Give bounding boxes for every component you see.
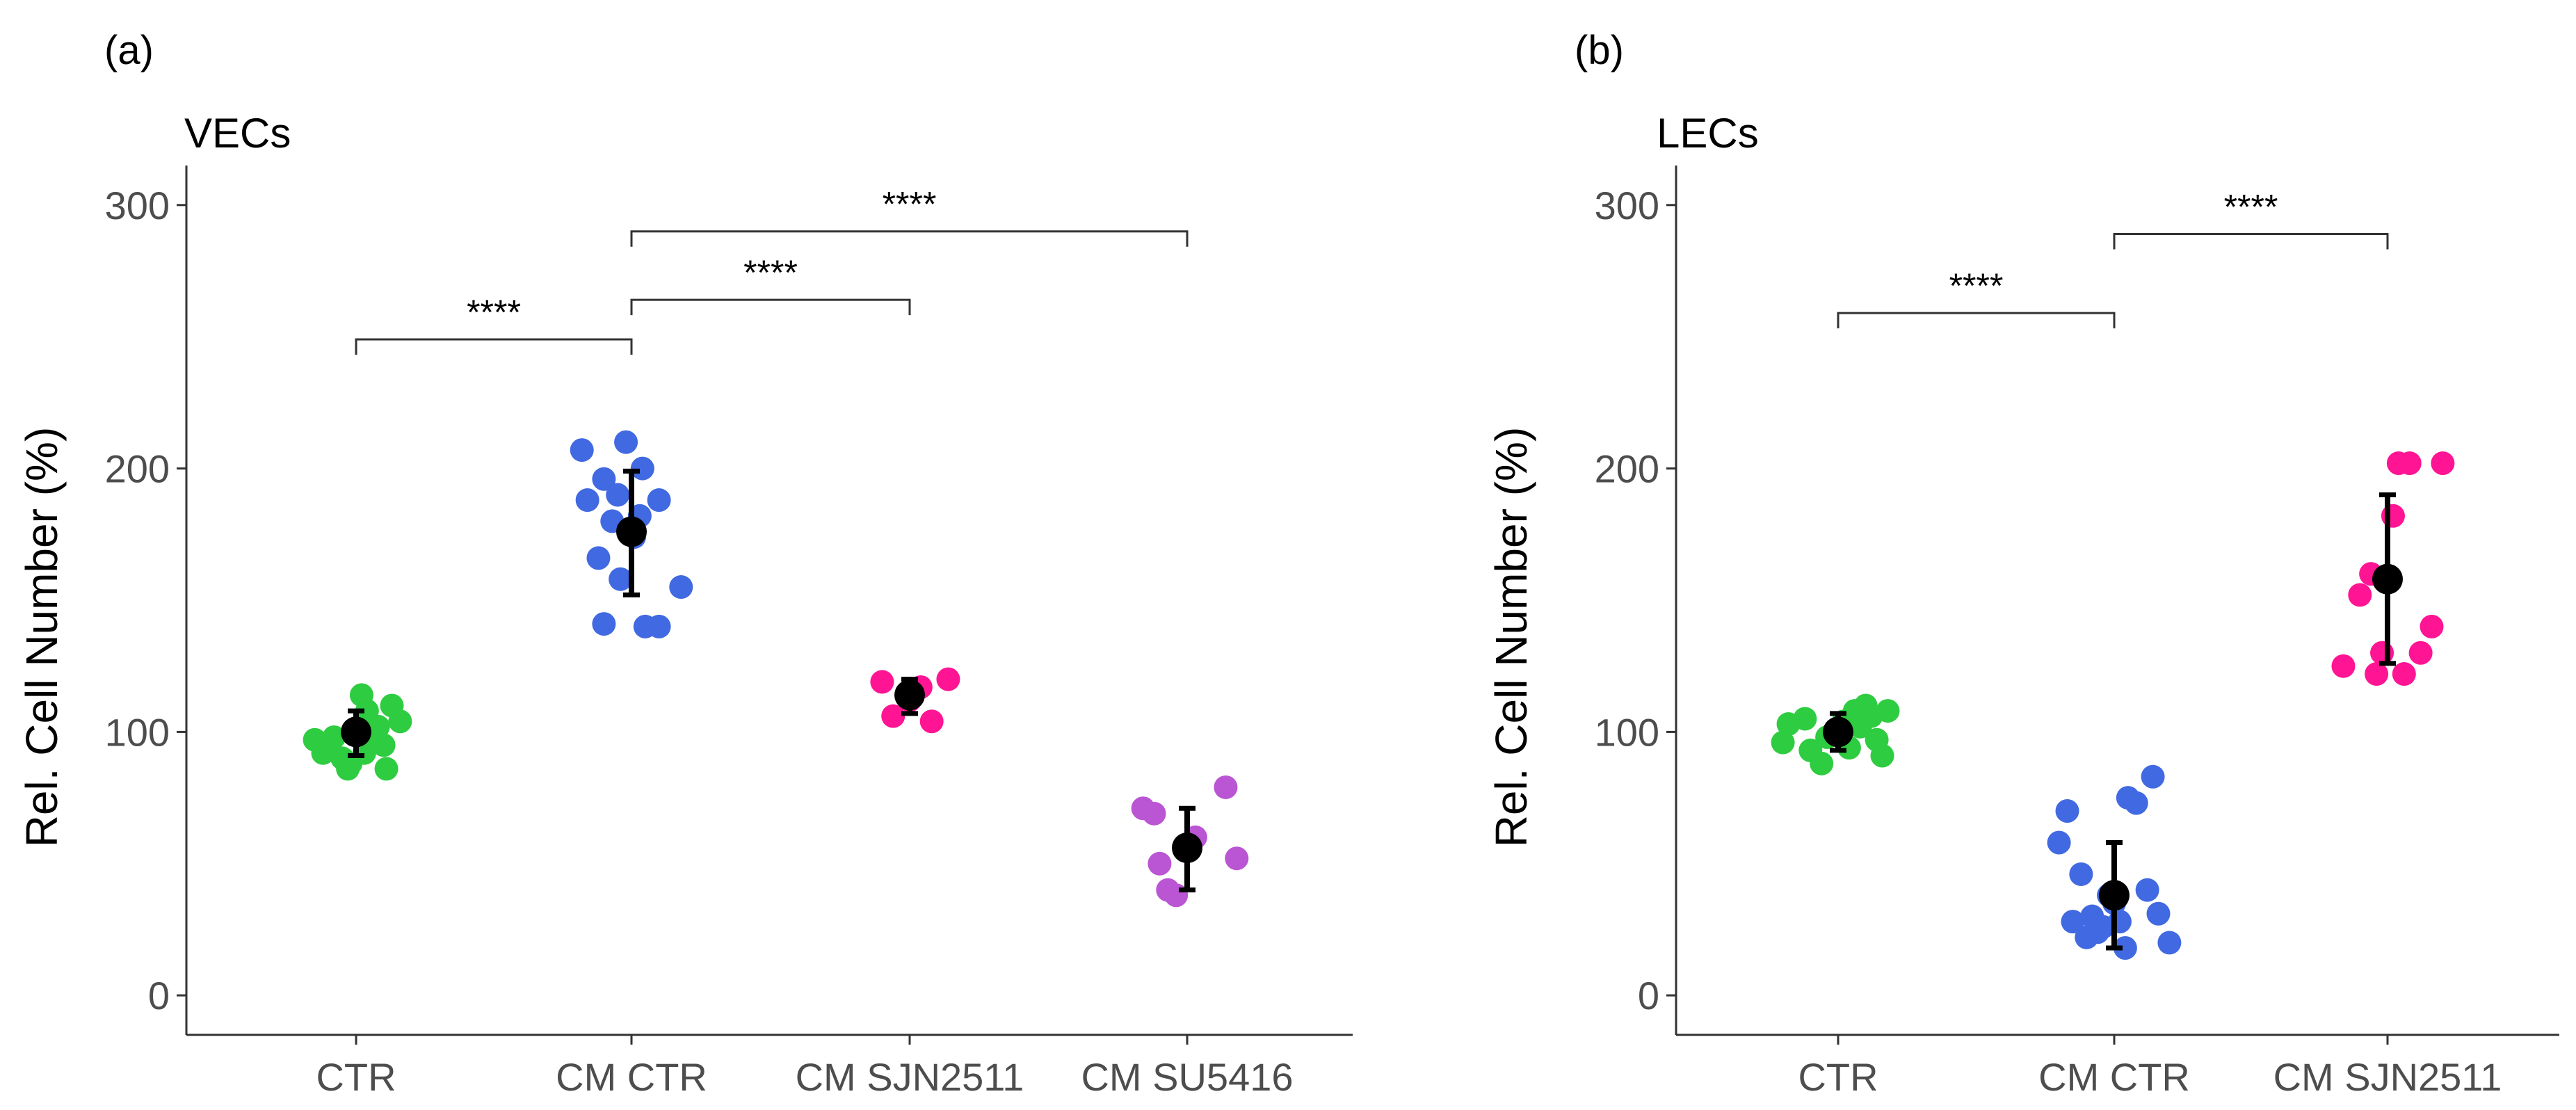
panel-a-data-point — [1142, 801, 1166, 826]
panel-b-data-point — [2431, 451, 2455, 476]
panel-a-data-point — [936, 667, 960, 691]
panel-a-data-point — [388, 709, 412, 734]
panel-a-data-point — [316, 730, 341, 755]
panel-b-data-point — [2146, 901, 2171, 926]
panel-b-data-point — [2365, 662, 2389, 686]
panel-a-data-point — [606, 483, 630, 507]
panel-b-data-point — [2061, 910, 2085, 934]
panel-b-data-point — [2141, 764, 2165, 789]
panel-a-data-point — [1225, 846, 1249, 871]
panel-a-data-point — [592, 612, 616, 636]
panel-a-data-point — [669, 575, 693, 600]
panel-a-significance-bracket — [355, 338, 633, 355]
panel-label-a: (a) — [104, 28, 154, 73]
panel-b-mean-marker — [2099, 880, 2130, 911]
panel-b-data-point — [1771, 730, 1795, 755]
panel-b-data-point — [2124, 791, 2148, 815]
panel-b-data-point — [2331, 654, 2356, 678]
panel-label-b: (b) — [1575, 28, 1624, 73]
panel-a-data-point — [1214, 775, 1238, 799]
panel-b-significance-bracket — [2113, 232, 2389, 250]
panel-a-data-point — [586, 546, 611, 570]
panel-b-y-tick-label: 0 — [1638, 974, 1659, 1018]
panel-a-data-point — [336, 757, 360, 781]
panel-a-data-point — [1148, 851, 1172, 876]
panel-a-data-point — [630, 456, 654, 481]
chart-title-vecs: VECs — [184, 110, 291, 156]
panel-a-y-tick-label: 100 — [105, 710, 170, 754]
panel-b-data-point — [1798, 738, 1823, 762]
panel-b-data-point — [2055, 799, 2079, 823]
panel-b-data-point — [2113, 936, 2137, 960]
panel-a-y-tick-label: 200 — [105, 447, 170, 491]
panel-b-data-point — [2135, 878, 2159, 902]
panel-a-y-tick-label: 300 — [105, 184, 170, 227]
panel-b-data-point — [1876, 699, 1900, 723]
panel-a-data-point — [881, 704, 905, 728]
panel-a-x-tick-label: CM SJN2511 — [796, 1055, 1024, 1099]
panel-b-data-point — [1793, 707, 1817, 731]
panel-b-mean-marker — [2372, 563, 2403, 595]
panel-a-mean-marker — [894, 679, 925, 711]
panel-a-data-point — [366, 714, 390, 739]
y-axis-label-b: Rel. Cell Number (%) — [1486, 427, 1536, 848]
chart-title-lecs: LECs — [1657, 110, 1759, 156]
panel-a-vecs: (a) VECs Rel. Cell Number (%) 0 100 200 300… — [17, 28, 1353, 1099]
panel-b-x-tick-label: CM SJN2511 — [2273, 1055, 2502, 1099]
panel-a-data-point — [609, 567, 633, 591]
panel-b-significance-bracket — [1837, 312, 2116, 329]
panel-b-x-tick-label: CTR — [1798, 1055, 1878, 1099]
panel-b-data-point — [2069, 862, 2093, 886]
panel-a-data-point — [647, 488, 671, 513]
plot-area-b: 0 100 200 300 CTR CM CTR CM SJN2511 **** **** — [1595, 166, 2559, 1099]
panel-a-significance-label: **** — [883, 185, 937, 224]
panel-a-mean-marker — [1172, 832, 1202, 864]
panel-a-data-point — [570, 438, 594, 462]
panel-a-y-tick-label: 0 — [148, 974, 170, 1018]
panel-a-significance-label: **** — [467, 293, 521, 332]
panel-b-y-tick-label: 300 — [1595, 184, 1659, 227]
panel-a-significance-bracket — [630, 298, 911, 316]
panel-b-data-point — [1870, 743, 1894, 768]
panel-b-significance-label: **** — [2224, 187, 2278, 226]
panel-a-data-point — [592, 467, 616, 491]
panel-b-significance-label: **** — [1949, 266, 2004, 305]
panel-a-data-point — [919, 709, 944, 734]
panel-b-mean-marker — [1823, 716, 1853, 748]
panel-a-mean-marker — [341, 716, 371, 748]
panel-a-data-point — [371, 733, 396, 757]
panel-a-significance-label: **** — [743, 253, 798, 292]
panel-a-mean-marker — [616, 516, 647, 547]
panel-a-x-tick-label: CM CTR — [556, 1055, 707, 1099]
panel-a-data-point — [374, 757, 399, 781]
panel-b-y-tick-label: 100 — [1595, 710, 1659, 754]
panel-b-data-point — [2348, 583, 2372, 607]
panel-b-lecs: (b) LECs Rel. Cell Number (%) 0 100 200 300… — [1486, 28, 2559, 1099]
panel-b-data-point — [2392, 662, 2416, 686]
panel-a-data-point — [614, 430, 638, 454]
panel-a-x-tick-label: CM SU5416 — [1081, 1055, 1293, 1099]
panel-b-data-point — [2420, 614, 2444, 638]
panel-b-data-point — [2408, 641, 2433, 665]
panel-b-data-point — [2047, 830, 2071, 855]
panel-b-y-tick-label: 200 — [1595, 447, 1659, 491]
panel-b-data-point — [2086, 920, 2110, 944]
y-axis-label-a: Rel. Cell Number (%) — [17, 427, 67, 848]
panel-b-data-point — [2157, 931, 2182, 955]
panel-a-significance-bracket — [630, 230, 1189, 247]
panel-a-data-point — [647, 614, 671, 638]
plot-area-a: 0 100 200 300 CTR CM CTR CM SJN2511 CM SU5416 **… — [105, 166, 1353, 1099]
panel-b-data-point — [2397, 451, 2422, 476]
panel-b-x-tick-label: CM CTR — [2038, 1055, 2190, 1099]
panel-a-data-point — [575, 488, 599, 513]
panel-a-data-point — [870, 670, 894, 694]
panel-a-x-tick-label: CTR — [316, 1055, 396, 1099]
